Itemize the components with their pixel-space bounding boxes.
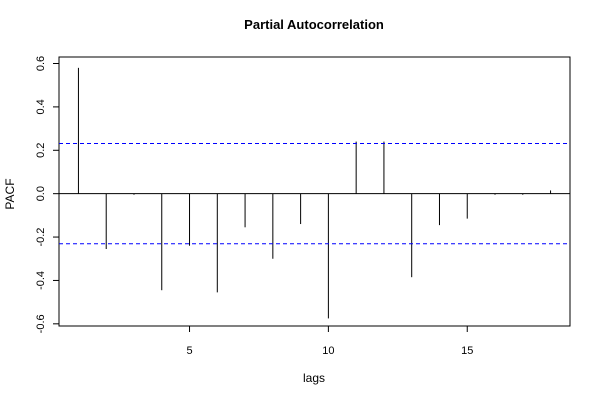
x-axis-label: lags <box>303 371 325 385</box>
confidence-lines <box>59 143 570 245</box>
y-tick-label: 0.4 <box>35 99 47 114</box>
y-axis: -0.6 -0.4 -0.2 0.0 0.2 0.4 0.6 <box>35 56 59 333</box>
y-tick-label: -0.4 <box>35 271 47 290</box>
y-tick-label: 0.2 <box>35 143 47 158</box>
x-tick-label: 10 <box>322 345 334 357</box>
x-axis: 5 10 15 <box>186 326 473 357</box>
pacf-bars <box>59 67 570 319</box>
x-tick-label: 5 <box>186 345 192 357</box>
y-tick-label: -0.2 <box>35 228 47 247</box>
y-axis-label: PACF <box>3 178 17 209</box>
chart-title: Partial Autocorrelation <box>244 17 384 32</box>
y-tick-label: 0.6 <box>35 56 47 71</box>
y-tick-label: -0.6 <box>35 314 47 333</box>
plot-frame <box>58 56 571 327</box>
x-tick-label: 15 <box>461 345 473 357</box>
y-tick-label: 0.0 <box>35 186 47 201</box>
